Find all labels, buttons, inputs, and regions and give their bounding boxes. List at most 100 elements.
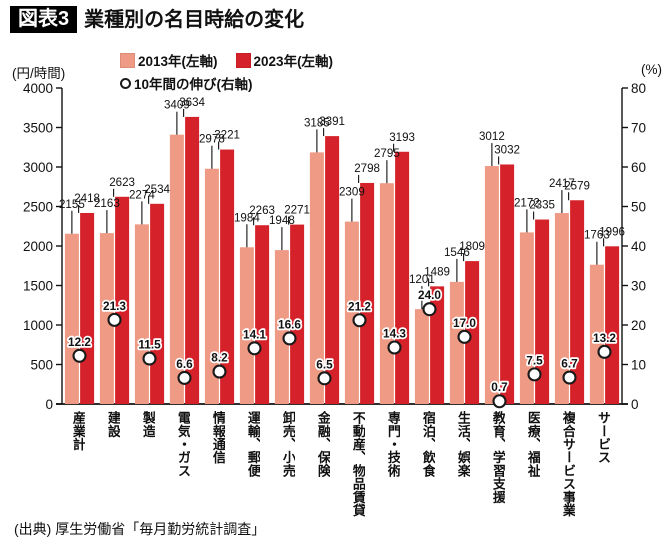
- bar-value-label-2013: 3185: [304, 116, 330, 129]
- growth-value-label: 8.2: [211, 351, 228, 365]
- right-axis-tick-label: 0: [631, 397, 639, 412]
- growth-marker-icon: [282, 331, 297, 346]
- legend-swatch-2013-icon: [120, 52, 135, 68]
- category-label: 建設: [106, 411, 120, 438]
- bar-2023: [360, 182, 375, 404]
- bar-value-label-2023: 2579: [564, 179, 590, 192]
- left-axis-tick-label: 3500: [23, 121, 53, 136]
- bar-value-label-2013: 2163: [94, 197, 120, 210]
- growth-marker-icon: [212, 364, 227, 379]
- growth-value-label: 7.5: [526, 353, 543, 367]
- growth-value-label: 21.2: [348, 299, 371, 313]
- growth-marker-icon: [72, 348, 87, 363]
- growth-marker-icon: [142, 351, 157, 366]
- growth-value-halo: 12.2: [68, 335, 91, 349]
- growth-value-halo: 21.2: [348, 299, 371, 313]
- bar-value-label-2023: 3221: [214, 129, 240, 142]
- bar-2023: [570, 200, 585, 404]
- bar-value-label-2013: 2155: [59, 198, 85, 211]
- bar-value-label-2013: 2172: [514, 196, 540, 209]
- growth-marker-icon: [457, 329, 472, 344]
- bar-2023: [220, 149, 235, 404]
- right-axis-tick-label: 70: [631, 121, 646, 136]
- legend-swatch-2023-icon: [235, 52, 251, 68]
- category-label: 医療、福祉: [526, 411, 540, 477]
- bar-2013: [379, 183, 394, 404]
- bar-value-label-2023: 3193: [389, 131, 415, 144]
- growth-value-label: 6.5: [316, 357, 333, 371]
- growth-value-label: 24.0: [418, 288, 441, 302]
- growth-marker-icon: [562, 370, 577, 385]
- bar-2013: [204, 168, 219, 404]
- bar-value-label-2023: 3634: [179, 96, 205, 109]
- bar-value-label-2023: 2534: [144, 183, 170, 196]
- left-axis-unit: (円/時間): [12, 66, 66, 81]
- bar-value-label-2013: 3409: [164, 99, 190, 112]
- bar-2013: [274, 250, 289, 404]
- growth-value-halo: 14.1: [243, 327, 266, 341]
- bar-2023: [605, 246, 620, 404]
- bar-2023: [465, 261, 480, 404]
- legend-item-growth: 10年間の伸び(右軸): [120, 73, 253, 93]
- category-label: 専門・技術: [386, 411, 400, 477]
- right-axis-tick-label: 40: [631, 239, 646, 254]
- bar-value-label-2023: 2271: [284, 204, 310, 217]
- bar-value-label-2013: 1201: [409, 273, 435, 286]
- bar-2013: [554, 213, 569, 404]
- left-axis-tick-label: 500: [30, 358, 53, 373]
- category-label: 複合サービス事業: [561, 411, 575, 517]
- legend-label-2023: 2023年(左軸): [253, 54, 334, 69]
- right-axis-tick-label: 10: [631, 358, 646, 373]
- bar-value-label-2013: 2309: [339, 186, 365, 199]
- chart-legend: 2013年(左軸) 2023年(左軸) 10年間の伸び(右軸): [120, 50, 347, 93]
- growth-value-halo: 17.0: [453, 316, 476, 330]
- bar-value-label-2013: 1984: [234, 211, 260, 224]
- category-label: 生活、娯楽: [456, 411, 470, 477]
- growth-value-label: 17.0: [453, 316, 476, 330]
- bar-2023: [535, 219, 550, 404]
- growth-value-halo: 21.3: [103, 299, 126, 313]
- bar-2023: [395, 151, 410, 404]
- growth-value-label: 0.7: [491, 380, 508, 394]
- growth-value-halo: 14.3: [383, 327, 406, 341]
- bar-2013: [309, 152, 324, 404]
- growth-value-label: 21.3: [103, 299, 126, 313]
- left-axis-tick-label: 0: [45, 397, 53, 412]
- bar-value-label-2023: 3391: [319, 115, 345, 128]
- bar-value-label-2013: 1948: [269, 214, 295, 227]
- source-note: (出典) 厚生労働省「毎月勤労統計調査」: [14, 521, 266, 537]
- growth-marker-icon: [527, 367, 542, 382]
- growth-value-label: 11.5: [138, 338, 161, 352]
- bar-value-label-2013: 2795: [374, 147, 400, 160]
- bar-2013: [344, 221, 359, 404]
- category-label: 産業計: [71, 411, 85, 451]
- bar-2023: [500, 164, 515, 404]
- bar-2023: [150, 203, 165, 404]
- bar-value-label-2013: 3012: [479, 130, 505, 143]
- growth-marker-icon: [247, 341, 262, 356]
- bar-2013: [414, 309, 429, 404]
- bar-2023: [290, 224, 305, 404]
- growth-value-halo: 6.6: [176, 357, 193, 371]
- right-axis-unit: (%): [641, 62, 662, 77]
- bar-value-label-2023: 2335: [529, 199, 555, 212]
- growth-value-halo: 11.5: [138, 338, 161, 352]
- bar-value-label-2023: 3032: [494, 143, 520, 156]
- legend-row-bars: 2013年(左軸) 2023年(左軸): [120, 50, 347, 70]
- bar-2013: [99, 233, 114, 404]
- bar-2023: [185, 116, 200, 404]
- growth-value-label: 16.6: [278, 317, 301, 331]
- left-axis-tick-label: 4000: [23, 81, 53, 96]
- bar-2013: [484, 166, 499, 404]
- bar-2023: [255, 225, 270, 404]
- growth-marker-icon: [317, 371, 332, 386]
- category-label: 不動産、物品賃貸: [351, 411, 365, 517]
- bar-2013: [449, 281, 464, 404]
- category-label: サービス: [596, 411, 610, 464]
- growth-value-halo: 6.5: [316, 357, 333, 371]
- bar-2013: [519, 232, 534, 404]
- legend-row-growth: 10年間の伸び(右軸): [120, 73, 347, 93]
- legend-label-2013: 2013年(左軸): [138, 54, 218, 69]
